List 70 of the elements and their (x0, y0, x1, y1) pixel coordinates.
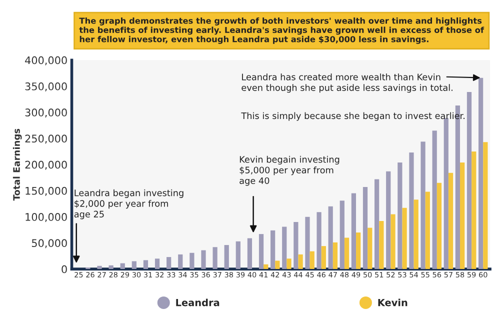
y-tick-label: 300,000 (25, 108, 67, 118)
bar (460, 162, 465, 270)
bar (201, 250, 206, 270)
bar (143, 260, 148, 270)
bar (483, 142, 488, 270)
bar (472, 152, 476, 270)
bar (108, 265, 114, 270)
annotation: Leandra began investing $2,000 per year from age 25 (74, 189, 184, 220)
bar (305, 216, 310, 270)
y-axis-title: Total Earnings (12, 128, 22, 201)
bar (190, 252, 194, 270)
bar (120, 263, 125, 270)
chart-title: The graph demonstrates the growth of both investors' wealth over time and highlights the benefits of investing early. Leandra's savings have grown well in excess of those of her fellow investor, even though Leandra put aside $30,000 less in savings. (79, 17, 484, 44)
bar (414, 200, 418, 270)
y-tick-label: 400,000 (25, 56, 67, 66)
bar (420, 142, 426, 270)
bar (294, 222, 298, 270)
bar (166, 257, 172, 270)
bar (425, 192, 430, 270)
bar (298, 254, 303, 270)
bar (316, 212, 322, 270)
bar (409, 152, 414, 270)
bar (356, 232, 361, 270)
bar (436, 182, 442, 270)
bar (332, 242, 338, 270)
bar (448, 172, 454, 270)
y-tick-label: 250,000 (25, 134, 67, 144)
bar (398, 162, 402, 270)
bar (368, 228, 372, 270)
annotation: This is simply because she began to invest earlier. (241, 112, 464, 121)
bar (236, 241, 240, 270)
annotation: Leandra has created more wealth than Kevin even though she put aside less savings in total. (242, 73, 452, 93)
bar (224, 245, 229, 270)
bar (466, 92, 472, 270)
bar (390, 214, 396, 270)
bar (478, 78, 484, 270)
bar (178, 254, 183, 270)
bar (340, 200, 344, 270)
legend-label: Leandra (176, 298, 220, 306)
y-tick-label: 350,000 (25, 82, 67, 92)
bar (275, 260, 280, 270)
bar (444, 118, 448, 270)
bar (362, 187, 368, 270)
bar (264, 264, 268, 270)
bar (432, 130, 437, 270)
bar (386, 171, 391, 270)
bar (132, 261, 136, 270)
bar (344, 238, 350, 270)
bar (379, 220, 384, 270)
y-tick-label: 0 (62, 265, 67, 274)
bar (282, 226, 287, 270)
legend-label: Kevin (378, 298, 408, 306)
bar (351, 193, 356, 270)
bar (270, 230, 276, 270)
bar (374, 179, 380, 270)
bar (212, 247, 218, 270)
y-tick-label: 100,000 (26, 213, 67, 222)
bar (402, 208, 407, 270)
bar (310, 251, 314, 270)
y-tick-label: 50,000 (32, 239, 67, 248)
bar (258, 234, 264, 270)
y-tick-label: 200,000 (25, 160, 67, 170)
bar (328, 206, 333, 270)
bar (97, 266, 102, 270)
bar (286, 258, 292, 270)
bar (154, 258, 160, 270)
bar (321, 246, 326, 270)
y-tick-label: 150,000 (26, 186, 67, 196)
annotation: Kevin begain investing $5,000 per year from age 40 (240, 156, 340, 186)
bar (247, 238, 252, 270)
